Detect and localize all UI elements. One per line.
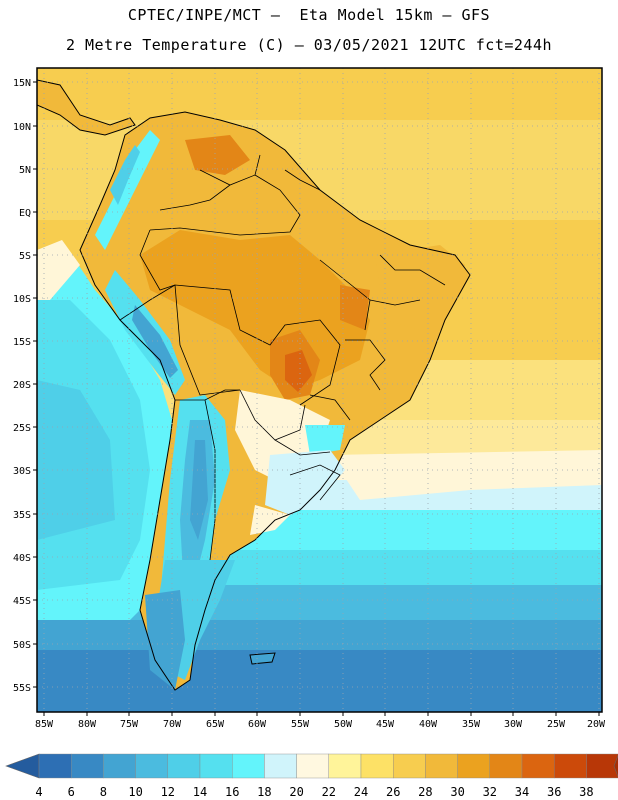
patagonia-south [145,590,185,690]
colorbar-swatch [586,753,618,779]
lat-label: 50S [13,640,31,651]
lat-label: 10S [13,294,31,305]
colorbar-tick-label: 10 [128,785,142,799]
colorbar-tick-label: 22 [322,785,336,799]
land-falklands [250,653,275,664]
ne-brazil-zone [375,245,465,330]
lat-label: 15N [13,78,31,89]
latitude-labels: 15N 10N 5N EQ 5S 10S 15S 20S 25S 30S 35S… [13,78,31,694]
hot-spot-brazil-central [340,285,370,330]
colorbar-swatch [360,753,394,779]
lon-label: 55W [291,719,310,730]
andes-central-colder [132,305,178,378]
temperature-field [37,68,602,712]
lat-label: 35S [13,510,31,521]
band-lat-52s [37,650,602,712]
lon-label: 30W [504,719,523,730]
colorbar-tick-label: 16 [225,785,239,799]
hot-spot-venezuela [185,135,250,175]
lat-label: 40S [13,553,31,564]
colorbar-swatch [489,753,523,779]
colorbar-tick-label: 18 [257,785,271,799]
lat-label: 30S [13,466,31,477]
band-lat-48s [37,620,602,650]
coastline-central-america [37,79,136,136]
lon-label: 80W [78,719,97,730]
lon-label: 75W [120,719,139,730]
lat-label: 20S [13,380,31,391]
map-title-line1: CPTEC/INPE/MCT – Eta Model 15km – GFS [127,6,491,24]
country-borders [119,154,446,561]
axis-ticks [33,81,600,716]
lon-label: 85W [35,719,54,730]
pacific-cooler-zone [37,380,115,540]
colorbar-swatch [135,753,169,779]
colorbar-low-arrow [5,753,40,779]
colorbar-swatch [103,753,136,779]
lat-label: EQ [19,208,31,219]
lon-label: 45W [376,719,395,730]
coastline-south-america [79,111,471,691]
colorbar-swatch [521,753,555,779]
lon-label: 35W [462,719,481,730]
colorbar-tick-label: 32 [483,785,497,799]
south-brazil-cool [305,425,345,455]
colorbar-tick-label: 26 [386,785,400,799]
colorbar-swatch [231,753,265,779]
colorbar-tick-label: 20 [289,785,303,799]
lon-label: 25W [547,719,566,730]
colorbar-tick-label: 38 [579,785,593,799]
colorbar-swatch [199,753,233,779]
colorbar-tick-label: 12 [161,785,175,799]
colorbar: 4 6 8 10 12 14 16 18 20 22 24 26 28 30 32 34 36 38 [5,753,618,799]
lat-label: 55S [13,683,31,694]
colorbar-high-arrow [613,754,618,778]
uruguay-cool-zone [265,450,345,515]
coastline-falklands [249,652,276,665]
andes-coldest [190,440,208,540]
colorbar-swatch [457,753,491,779]
lon-label: 50W [334,719,353,730]
coast-mild-strip [250,505,290,535]
lat-lon-grid [37,68,602,712]
colorbar-tick-label: 30 [450,785,464,799]
lon-label: 40W [419,719,438,730]
lon-label: 60W [248,719,267,730]
colorbar-swatch [70,753,104,779]
lon-label: 65W [206,719,225,730]
colorbar-tick-label: 24 [354,785,368,799]
lat-label: 25S [13,423,31,434]
longitude-labels: 85W 80W 75W 70W 65W 60W 55W 50W 45W 40W … [35,719,606,730]
lat-label: 10N [13,122,31,133]
land-central-america [37,80,135,135]
colorbar-swatch [167,753,201,779]
colorbar-tick-label: 14 [193,785,207,799]
colorbar-swatch [296,753,330,779]
lon-label: 70W [163,719,182,730]
andes-north-colder [110,145,140,205]
atlantic-transition [330,450,602,500]
lat-label: 45S [13,596,31,607]
colorbar-tick-label: 28 [418,785,432,799]
lat-label: 5S [19,251,31,262]
hottest-spot [285,350,312,392]
andes-north-cold [95,130,160,250]
colorbar-swatch [393,753,426,779]
colorbar-tick-label: 36 [547,785,561,799]
map-title-line2: 2 Metre Temperature (C) – 03/05/2021 12U… [65,36,553,54]
colorbar-swatch [38,753,72,779]
colorbar-tick-label: 6 [68,785,75,799]
lon-label: 20W [587,719,606,730]
lat-label: 5N [19,165,31,176]
colorbar-swatch [554,753,587,779]
colorbar-tick-label: 34 [515,785,529,799]
colorbar-swatch [264,753,297,779]
colorbar-swatch [425,753,458,779]
colorbar-tick-label: 4 [35,785,42,799]
colorbar-tick-label: 8 [100,785,107,799]
lat-label: 15S [13,337,31,348]
colorbar-swatch [328,753,362,779]
map-frame [36,67,603,713]
